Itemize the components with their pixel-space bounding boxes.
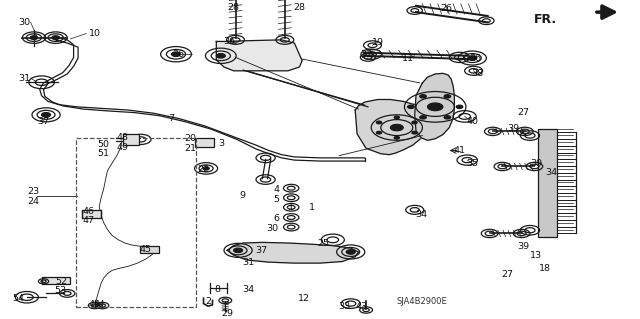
- Circle shape: [394, 137, 399, 139]
- Text: 52: 52: [55, 277, 67, 286]
- Text: 36: 36: [223, 37, 235, 46]
- Circle shape: [420, 116, 426, 119]
- Text: SJA4B2900E: SJA4B2900E: [397, 297, 447, 306]
- Text: 28: 28: [294, 4, 305, 12]
- Text: 31: 31: [243, 258, 254, 267]
- Circle shape: [52, 36, 60, 40]
- Bar: [538, 129, 557, 237]
- Circle shape: [456, 105, 463, 108]
- Circle shape: [444, 116, 451, 119]
- Text: 40: 40: [467, 117, 478, 126]
- Text: 13: 13: [531, 251, 542, 260]
- Text: 30: 30: [266, 225, 278, 234]
- Circle shape: [390, 124, 403, 131]
- Text: FR.: FR.: [534, 13, 557, 26]
- Text: 34: 34: [243, 285, 254, 294]
- Text: 30: 30: [19, 18, 30, 27]
- Text: 27: 27: [518, 108, 529, 117]
- Text: 9: 9: [239, 191, 245, 200]
- Circle shape: [376, 121, 381, 124]
- Text: 39: 39: [518, 242, 529, 251]
- Text: 51: 51: [98, 149, 109, 158]
- Text: 39: 39: [531, 159, 542, 168]
- Text: 25: 25: [317, 239, 329, 248]
- Circle shape: [216, 54, 225, 58]
- Text: 21: 21: [185, 144, 196, 153]
- Text: 54: 54: [12, 294, 24, 303]
- Text: 31: 31: [19, 74, 30, 83]
- Text: 45: 45: [140, 245, 152, 254]
- Text: 27: 27: [501, 271, 513, 279]
- Bar: [82, 210, 101, 219]
- Polygon shape: [216, 40, 302, 71]
- Text: 36: 36: [469, 54, 481, 63]
- Text: 41: 41: [454, 146, 465, 155]
- Circle shape: [42, 113, 51, 117]
- Text: 1: 1: [288, 204, 294, 212]
- Circle shape: [203, 167, 209, 170]
- Text: 35: 35: [467, 159, 478, 168]
- Text: 3: 3: [218, 139, 224, 148]
- Text: 23: 23: [28, 188, 39, 197]
- Text: 12: 12: [298, 294, 310, 303]
- Circle shape: [394, 116, 399, 119]
- Circle shape: [408, 105, 414, 108]
- Circle shape: [444, 95, 451, 98]
- Text: 18: 18: [540, 264, 551, 273]
- Bar: [195, 138, 214, 147]
- Polygon shape: [355, 100, 430, 155]
- Circle shape: [468, 56, 477, 60]
- Text: 39: 39: [508, 124, 519, 133]
- Text: 29: 29: [221, 309, 233, 318]
- Text: 22: 22: [198, 165, 209, 174]
- Circle shape: [30, 36, 38, 40]
- Circle shape: [412, 131, 417, 134]
- Text: 24: 24: [28, 197, 39, 206]
- Text: 34: 34: [546, 168, 557, 177]
- Text: 46: 46: [83, 207, 94, 216]
- Text: 7: 7: [168, 114, 175, 122]
- Text: 10: 10: [89, 29, 100, 38]
- Text: 37: 37: [38, 117, 49, 126]
- Text: 1: 1: [309, 204, 316, 212]
- Text: 19: 19: [372, 38, 383, 47]
- Text: 50: 50: [98, 140, 109, 149]
- Polygon shape: [415, 73, 454, 140]
- Text: 38: 38: [471, 70, 483, 78]
- Text: 5: 5: [273, 195, 280, 204]
- Text: 49: 49: [117, 143, 129, 152]
- Bar: [123, 134, 139, 145]
- Text: 11: 11: [403, 54, 414, 63]
- Bar: [140, 246, 159, 253]
- Circle shape: [346, 250, 355, 254]
- Bar: [42, 278, 70, 285]
- Text: 44: 44: [89, 300, 100, 309]
- Polygon shape: [227, 242, 358, 263]
- Circle shape: [420, 95, 426, 98]
- Circle shape: [428, 103, 443, 111]
- Text: 2: 2: [205, 297, 211, 306]
- Circle shape: [412, 121, 417, 124]
- Text: 34: 34: [415, 210, 427, 219]
- Text: 8: 8: [214, 285, 221, 294]
- Text: 43: 43: [356, 302, 367, 311]
- Text: 47: 47: [83, 216, 94, 225]
- Text: 28: 28: [228, 4, 239, 12]
- Circle shape: [376, 131, 381, 134]
- Text: 36: 36: [172, 50, 184, 59]
- Text: 6: 6: [273, 214, 280, 223]
- Text: 20: 20: [185, 134, 196, 143]
- Text: 32: 32: [361, 50, 372, 59]
- Text: 53: 53: [55, 286, 67, 295]
- Text: 37: 37: [255, 246, 267, 255]
- Bar: [76, 138, 196, 307]
- Circle shape: [234, 248, 243, 253]
- Text: 4: 4: [273, 185, 280, 194]
- Text: 33: 33: [338, 302, 351, 311]
- Circle shape: [172, 52, 180, 56]
- Text: 48: 48: [117, 133, 129, 142]
- Text: 26: 26: [441, 4, 452, 13]
